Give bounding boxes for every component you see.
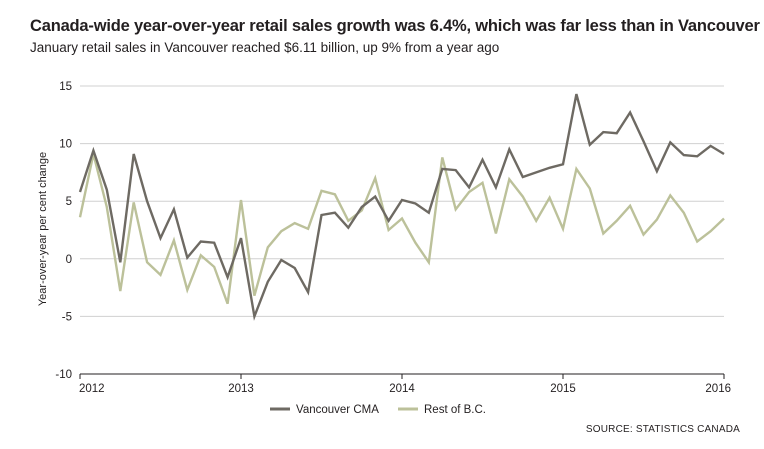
chart-subtitle: January retail sales in Vancouver reache… [30,40,500,55]
y-tick-label: 15 [59,81,72,93]
x-tick-label: 2016 [705,383,731,395]
legend-label-vancouver: Vancouver CMA [296,404,379,416]
x-tick-labels: 2012 2013 2014 2015 2016 [79,374,731,395]
y-tick-label: 10 [59,139,72,151]
x-tick-label: 2014 [389,383,415,395]
chart-title: Canada-wide year-over-year retail sales … [30,17,760,35]
y-axis-label: Year-over-year per cent change [37,152,49,306]
x-tick-label: 2015 [550,383,576,395]
y-tick-label: -10 [55,369,72,381]
y-tick-label: 0 [66,254,72,266]
y-tick-labels: -10 -5 0 5 10 15 [55,81,72,381]
source-note: SOURCE: STATISTICS CANADA [585,424,740,435]
legend: Vancouver CMA Rest of B.C. [270,404,486,416]
x-tick-label: 2013 [228,383,254,395]
series-line-vancouver [78,93,725,321]
series-line-rest-of-bc [78,153,725,305]
y-tick-label: -5 [62,311,72,323]
legend-label-rest-of-bc: Rest of B.C. [424,404,486,416]
gridlines [80,85,724,375]
y-tick-label: 5 [66,196,72,208]
series-lines [78,93,725,321]
x-tick-label: 2012 [79,383,105,395]
